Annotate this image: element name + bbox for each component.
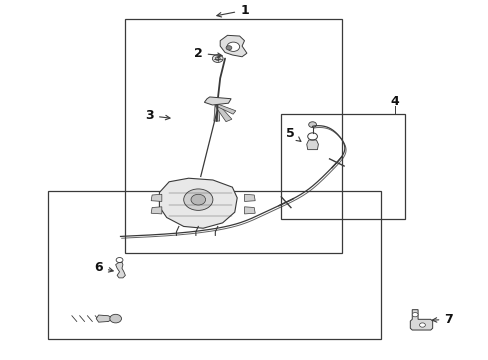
Polygon shape — [204, 97, 231, 105]
Bar — [281, 114, 404, 219]
Polygon shape — [159, 178, 237, 228]
Text: 4: 4 — [390, 95, 399, 108]
Text: 7: 7 — [431, 313, 452, 326]
Text: 1: 1 — [216, 4, 248, 17]
Text: 3: 3 — [145, 109, 170, 122]
Polygon shape — [409, 310, 432, 330]
Text: 5: 5 — [286, 127, 300, 141]
Polygon shape — [244, 207, 255, 214]
Circle shape — [183, 189, 212, 210]
Polygon shape — [96, 315, 113, 322]
Circle shape — [225, 46, 231, 50]
Circle shape — [215, 57, 220, 60]
Bar — [47, 191, 380, 339]
Circle shape — [419, 323, 425, 327]
Text: 6: 6 — [94, 261, 113, 274]
Polygon shape — [215, 104, 231, 122]
Circle shape — [411, 312, 417, 317]
Polygon shape — [244, 194, 255, 202]
Text: 2: 2 — [194, 47, 222, 60]
Polygon shape — [213, 105, 219, 121]
Circle shape — [212, 55, 223, 63]
Circle shape — [110, 314, 121, 323]
Circle shape — [226, 42, 239, 51]
Bar — [125, 19, 341, 253]
Polygon shape — [151, 207, 162, 214]
Polygon shape — [116, 262, 125, 278]
Polygon shape — [216, 104, 235, 114]
Polygon shape — [306, 140, 318, 150]
Polygon shape — [220, 35, 246, 57]
Circle shape — [308, 122, 316, 127]
Circle shape — [191, 194, 205, 205]
Polygon shape — [151, 194, 162, 202]
